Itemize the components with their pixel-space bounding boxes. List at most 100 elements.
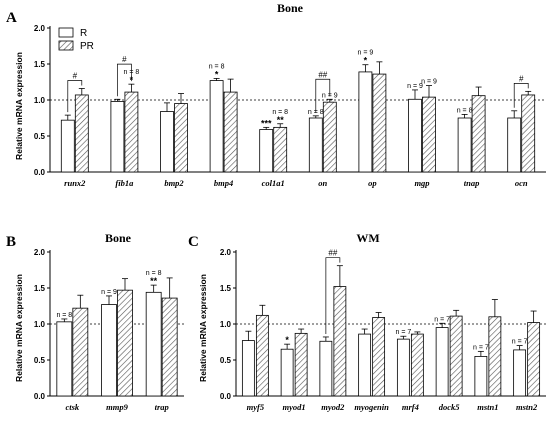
panel-c-significance-myod1: * [285,335,289,345]
panel-a-n-label-col1a1: n = 8 [272,109,288,116]
panel-a-bar-bmp4-pr [223,91,238,173]
panel-c-bar-dock5-r [435,327,449,397]
panel-b-significance-trap: ** [150,276,158,286]
panel-b-y-tick-label: 0.0 [34,392,46,401]
panel-c-y-axis-label: Relative mRNA expression [198,274,208,382]
panel-a-n-label-mgp: n = 9 [421,79,437,86]
panel-a-y-tick-label: 1.5 [34,60,46,69]
panel-c-y-tick-label: 0.0 [220,392,232,401]
panel-b-category-label-ctsk: ctsk [65,402,79,412]
panel-a-bracket-label-fib1a: # [122,55,127,64]
legend-swatch-pr [58,40,74,51]
panel-c-y-tick-label: 0.5 [220,356,232,365]
panel-letter-c: C [188,234,199,250]
panel-a-bar-ocn-pr [521,94,536,173]
panel-b-category-label-mmp9: mmp9 [106,402,128,412]
panel-c: C WM Relative mRNA expression 0.0 0.5 1.0 1… [188,231,546,412]
panel-c-bar-myf5-pr [255,314,269,397]
panel-c-bar-mstn1-r [474,355,488,397]
panel-b-y-tick-label: 0.5 [34,356,46,365]
panel-a-legend: R PR [58,27,94,52]
panel-a-bar-fib1a-r [110,101,125,173]
panel-b-title: Bone [105,231,132,245]
panel-c-y-tick-label: 2.0 [220,248,232,257]
panel-a-bar-on-r [308,117,323,173]
panel-c-y-tick-label: 1.0 [220,320,232,329]
panel-a-bracket-label-runx2: # [73,71,78,80]
panel-a-significance-col1a1: *** [261,118,272,128]
panel-a-bar-col1a1-r [259,129,274,173]
panel-letter-a: A [6,10,17,26]
panel-a-n-label-mgp: n = 9 [407,83,423,90]
panel-a-category-label-bmp4: bmp4 [214,178,233,188]
panel-a-bar-mgp-pr [422,96,436,173]
panel-a-bar-on-pr [322,101,337,173]
panel-a-title: Bone [277,1,304,15]
panel-b-n-label-mmp9: n = 9 [101,289,117,296]
panel-a-bracket-label-on: ## [318,70,327,79]
panel-c-bar-myod2-r [319,340,333,397]
panel-c-category-label-mstn1: mstn1 [477,402,498,412]
panel-a-significance-bmp4: * [215,69,219,79]
panel-c-bar-myod2-pr [333,286,347,397]
panel-b-bar-ctsk-pr [72,307,89,397]
panel-a-bracket-fib1a [117,63,132,97]
panel-c-category-label-mrf4: mrf4 [402,402,419,412]
panel-c-bar-dock5-pr [449,315,463,397]
panel-a-bar-mgp-r [408,98,422,173]
panel-c-n-label-mstn1: n = 7 [473,344,489,351]
panel-a-bracket-on [315,78,331,113]
panel-a-bar-bmp2-pr [174,103,188,173]
panel-a: A Bone Relative mRNA expression R PR 0.0… [6,1,546,188]
panel-b: B Bone Relative mRNA expression 0.0 0.5 1.… [6,231,184,412]
panel-a-y-tick-label: 0.0 [34,168,46,177]
panel-c-bar-mstn2-pr [527,322,541,397]
panel-c-n-label-mstn2: n = 7 [512,339,528,346]
panel-a-category-label-ocn: ocn [515,178,528,188]
panel-b-category-label-trap: trap [155,402,169,412]
panel-b-n-label-ctsk: n = 8 [56,312,72,319]
panel-c-category-label-dock5: dock5 [439,402,461,412]
panel-a-category-label-op: op [368,178,377,188]
panel-a-y-axis-label: Relative mRNA expression [14,52,24,160]
panel-c-bar-mstn1-pr [488,316,502,397]
panel-a-bar-bmp2-r [160,111,174,173]
panel-a-significance-op: * [364,56,368,66]
panel-b-bar-mmp9-pr [117,289,133,397]
panel-a-category-label-tnap: tnap [464,178,480,188]
panel-a-significance-col1a1: ** [277,115,285,125]
panel-a-bar-bmp4-r [209,80,224,173]
panel-a-bar-runx2-pr [74,94,89,173]
panel-c-bar-mrf4-pr [410,333,424,397]
panel-a-category-label-on: on [318,178,327,188]
panel-c-bar-myogenin-r [358,333,372,397]
panel-b-y-tick-label: 1.0 [34,320,46,329]
panel-c-bar-mrf4-r [396,338,410,397]
panel-b-y-axis-label: Relative mRNA expression [14,274,24,382]
panel-b-bar-trap-r [145,291,162,397]
panel-a-bar-ocn-r [507,117,522,173]
panel-a-bar-col1a1-pr [273,126,288,173]
panel-c-bar-myogenin-pr [372,317,386,397]
panel-a-n-label-bmp4: n = 8 [209,63,225,70]
panel-c-bar-mstn2-r [513,349,527,397]
panel-a-y-tick-label: 0.5 [34,132,46,141]
panel-c-category-label-myf5: myf5 [247,402,265,412]
panel-a-bracket-label-ocn: # [519,74,524,83]
panel-c-category-label-mstn2: mstn2 [516,402,538,412]
panel-c-category-label-myogenin: myogenin [354,402,389,412]
panel-c-n-label-dock5: n = 7 [434,316,450,323]
legend-label-r: R [80,28,87,39]
panel-c-n-label-mrf4: n = 7 [395,329,411,336]
panel-a-bar-tnap-pr [471,95,486,173]
panel-a-y-tick-label: 1.0 [34,96,46,105]
panel-c-category-label-myod1: myod1 [283,402,306,412]
panel-c-y-tick-label: 1.5 [220,284,232,293]
legend-swatch-r [58,27,74,38]
panel-letter-b: B [6,234,16,250]
panel-a-bar-fib1a-pr [124,91,139,173]
panel-a-category-label-runx2: runx2 [64,178,86,188]
panel-a-bracket-runx2 [67,80,83,113]
panel-a-n-label-tnap: n = 8 [457,107,473,114]
